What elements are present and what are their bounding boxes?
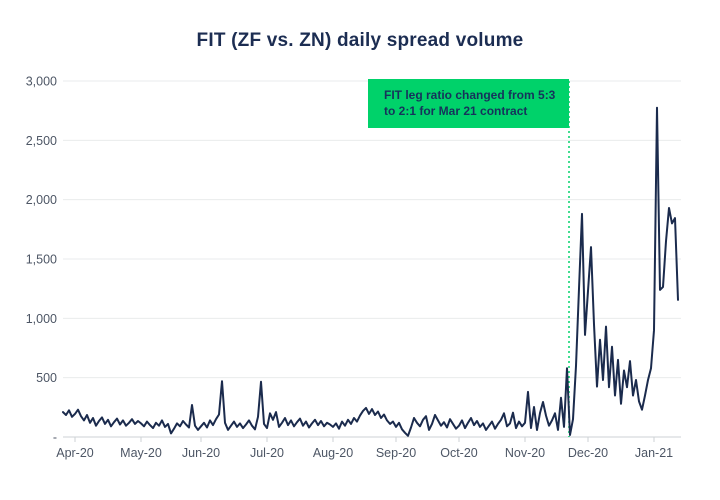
x-tick-label: Nov-20 bbox=[505, 446, 545, 460]
y-tick-label: 1,000 bbox=[26, 312, 57, 326]
y-tick-label: 1,500 bbox=[26, 253, 57, 267]
x-tick-label: Sep-20 bbox=[376, 446, 416, 460]
volume-line bbox=[62, 106, 679, 437]
y-tick-label: 2,000 bbox=[26, 193, 57, 207]
x-tick-label: Dec-20 bbox=[568, 446, 608, 460]
x-tick-label: Apr-20 bbox=[56, 446, 94, 460]
y-tick-label: 3,000 bbox=[26, 75, 57, 89]
x-tick-label: Jan-21 bbox=[635, 446, 673, 460]
x-tick-label: Jul-20 bbox=[250, 446, 284, 460]
x-tick-label: Jun-20 bbox=[182, 446, 220, 460]
chart-title: FIT (ZF vs. ZN) daily spread volume bbox=[196, 30, 524, 51]
annotation-line-1: FIT leg ratio changed from 5:3 bbox=[384, 88, 556, 102]
x-tick-label: Oct-20 bbox=[440, 446, 478, 460]
annotation-box: FIT leg ratio changed from 5:3 to 2:1 fo… bbox=[368, 79, 570, 128]
x-tick-label: Aug-20 bbox=[313, 446, 353, 460]
y-tick-label: 2,500 bbox=[26, 134, 57, 148]
y-tick-label: - bbox=[53, 431, 57, 445]
x-tick-label: May-20 bbox=[120, 446, 162, 460]
y-tick-label: 500 bbox=[36, 371, 57, 385]
annotation-line-2: to 2:1 for Mar 21 contract bbox=[384, 104, 528, 118]
